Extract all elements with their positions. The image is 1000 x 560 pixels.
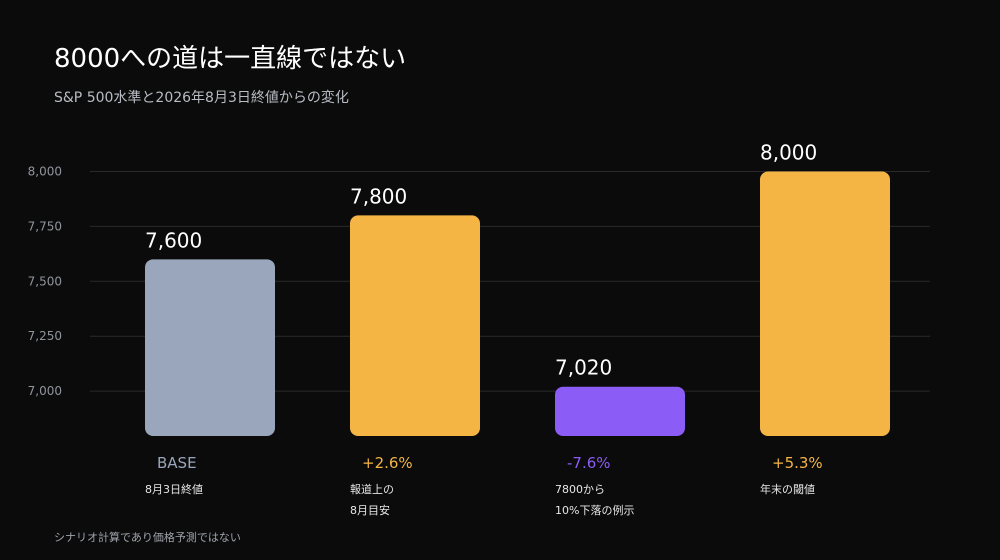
category-label: 7800から bbox=[555, 483, 605, 496]
category-label: 報道上の bbox=[350, 482, 394, 496]
y-tick-label: 7,500 bbox=[28, 274, 62, 288]
y-tick-label: 7,000 bbox=[28, 384, 62, 398]
value-label: 7,800 bbox=[350, 184, 407, 208]
category-label: 年末の閾値 bbox=[760, 482, 815, 496]
chart-subtitle: S&P 500水準と2026年8月3日終値からの変化 bbox=[54, 90, 349, 106]
chart-title: 8000への道は一直線ではない bbox=[54, 44, 407, 74]
bar-3 bbox=[555, 386, 685, 436]
y-tick-label: 8,000 bbox=[28, 165, 62, 179]
change-label: BASE bbox=[157, 454, 197, 472]
value-label: 8,000 bbox=[760, 141, 817, 165]
category-label: 8月目安 bbox=[350, 503, 390, 517]
value-label: 7,020 bbox=[555, 356, 612, 380]
y-tick-label: 7,750 bbox=[28, 219, 62, 233]
bar-1 bbox=[145, 259, 275, 436]
bar-4 bbox=[760, 171, 890, 436]
value-label: 7,600 bbox=[145, 228, 202, 252]
change-label: +2.6% bbox=[362, 454, 413, 472]
change-label: +5.3% bbox=[772, 454, 823, 472]
bar-2 bbox=[350, 215, 480, 436]
footnote: シナリオ計算であり価格予測ではない bbox=[54, 531, 241, 544]
change-label: -7.6% bbox=[567, 454, 611, 472]
category-label: 10%下落の例示 bbox=[555, 503, 634, 517]
y-tick-label: 7,250 bbox=[28, 329, 62, 343]
category-label: 8月3日終値 bbox=[145, 482, 203, 496]
